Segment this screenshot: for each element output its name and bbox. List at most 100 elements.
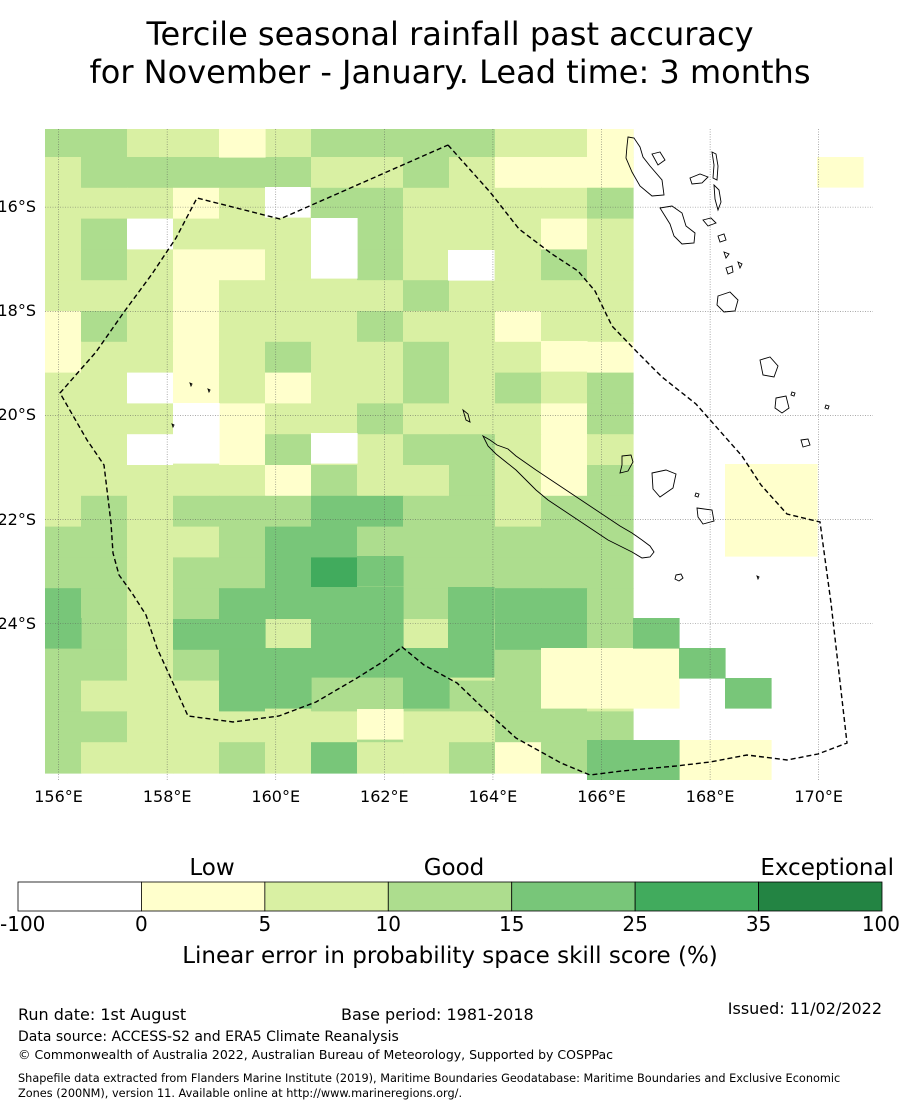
grid-cell — [403, 465, 450, 497]
grid-cell — [587, 557, 634, 589]
grid-cell — [449, 742, 496, 774]
grid-cell — [495, 434, 542, 466]
grid-cell — [81, 187, 128, 220]
grid-cell — [265, 341, 312, 374]
grid-cell — [725, 464, 818, 557]
grid-cell — [357, 129, 404, 158]
grid-cell — [403, 711, 450, 743]
grid-cell — [173, 526, 220, 558]
grid-cell — [311, 341, 358, 374]
grid-cell — [403, 129, 450, 158]
grid-cell — [45, 649, 82, 682]
grid-cell — [449, 372, 496, 404]
graticule-lines — [45, 129, 873, 780]
grid-cell — [45, 187, 82, 220]
grid-cell — [265, 742, 312, 774]
latitude-tick-label: 20°S — [0, 405, 36, 425]
coastline-ambae — [689, 173, 709, 185]
grid-cell — [448, 250, 495, 281]
coastline-shepherds-1 — [723, 251, 730, 259]
grid-cell — [495, 218, 542, 250]
grid-cell — [587, 711, 634, 743]
grid-cell — [173, 465, 220, 497]
grid-cell — [587, 403, 634, 435]
grid-cell — [219, 649, 266, 682]
grid-cell — [449, 403, 496, 435]
grid-cell — [403, 557, 450, 589]
coastline-lifou — [651, 469, 677, 498]
longitude-tick-label: 162°E — [360, 787, 409, 806]
grid-cell — [173, 680, 220, 712]
grid-cell — [311, 587, 404, 678]
grid-cell — [265, 434, 312, 466]
grid-cell — [357, 249, 404, 281]
grid-cell — [81, 680, 128, 712]
chart-title-line1: Tercile seasonal rainfall past accuracy — [146, 15, 754, 53]
coastline-tiny-1 — [189, 382, 193, 388]
grid-cell — [495, 311, 542, 343]
coastline-espiritu-santo — [625, 136, 665, 197]
grid-cell — [173, 280, 220, 312]
grid-cell — [45, 588, 82, 620]
grid-cell — [403, 619, 450, 651]
grid-cell — [403, 311, 450, 343]
grid-cell — [311, 187, 358, 220]
grid-cell — [357, 403, 404, 435]
grid-cell — [173, 218, 220, 250]
grid-cell — [173, 495, 220, 528]
grid-cell — [45, 557, 82, 589]
grid-cell — [81, 649, 128, 682]
grid-cell — [403, 341, 450, 374]
run-date: Run date: 1st August — [18, 1005, 187, 1024]
grid-cell — [449, 187, 496, 220]
latitude-tick-label: 18°S — [0, 301, 36, 321]
grid-cell — [357, 680, 404, 712]
grid-cell — [219, 249, 266, 281]
grid-cell — [357, 465, 404, 497]
longitude-tick-label: 156°E — [34, 787, 83, 806]
grid-cell — [449, 465, 496, 497]
grid-cell — [127, 403, 174, 435]
grid-cell — [45, 680, 82, 712]
coastlines — [171, 136, 830, 582]
grid-cell — [265, 372, 312, 404]
grid-cell — [311, 403, 358, 435]
coastline-ouvea — [619, 454, 634, 474]
grid-cell — [311, 280, 358, 312]
grid-cell — [219, 711, 266, 743]
grid-cell — [219, 311, 266, 343]
colorbar-swatch — [264, 881, 389, 912]
colorbar-tick: -100 — [0, 912, 46, 936]
grid-cell — [173, 311, 220, 343]
colorbar-tick: 25 — [622, 912, 648, 936]
category-low: Low — [189, 855, 235, 881]
grid-cell — [541, 129, 588, 158]
longitude-tick-label: 166°E — [577, 787, 626, 806]
grid-cell — [173, 129, 220, 158]
grid-cell — [495, 157, 542, 189]
coastline-small-isle-1 — [462, 408, 471, 423]
grid-cell — [265, 129, 312, 158]
grid-cell — [403, 187, 450, 220]
grid-cell — [127, 465, 174, 497]
grid-cell — [127, 311, 174, 343]
grid-cell — [311, 526, 358, 558]
grid-cell — [449, 218, 496, 250]
latitude-tick-label: 24°S — [0, 613, 36, 633]
grid-cell — [45, 341, 82, 374]
grid-cell — [127, 557, 174, 589]
grid-cell — [173, 588, 220, 620]
grid-cell — [45, 280, 82, 312]
copyright: © Commonwealth of Australia 2022, Austra… — [18, 1047, 613, 1062]
colorbar-swatch — [17, 881, 142, 912]
coastline-futuna — [824, 404, 830, 410]
grid-cell — [45, 249, 82, 281]
grid-cell — [45, 157, 82, 189]
grid-cell — [173, 557, 220, 589]
grid-cell — [127, 280, 174, 312]
grid-cell — [219, 403, 266, 435]
grid-cell — [81, 311, 128, 343]
grid-cell — [45, 311, 82, 343]
coastline-maewo — [711, 151, 719, 181]
grid-cell — [81, 526, 128, 558]
